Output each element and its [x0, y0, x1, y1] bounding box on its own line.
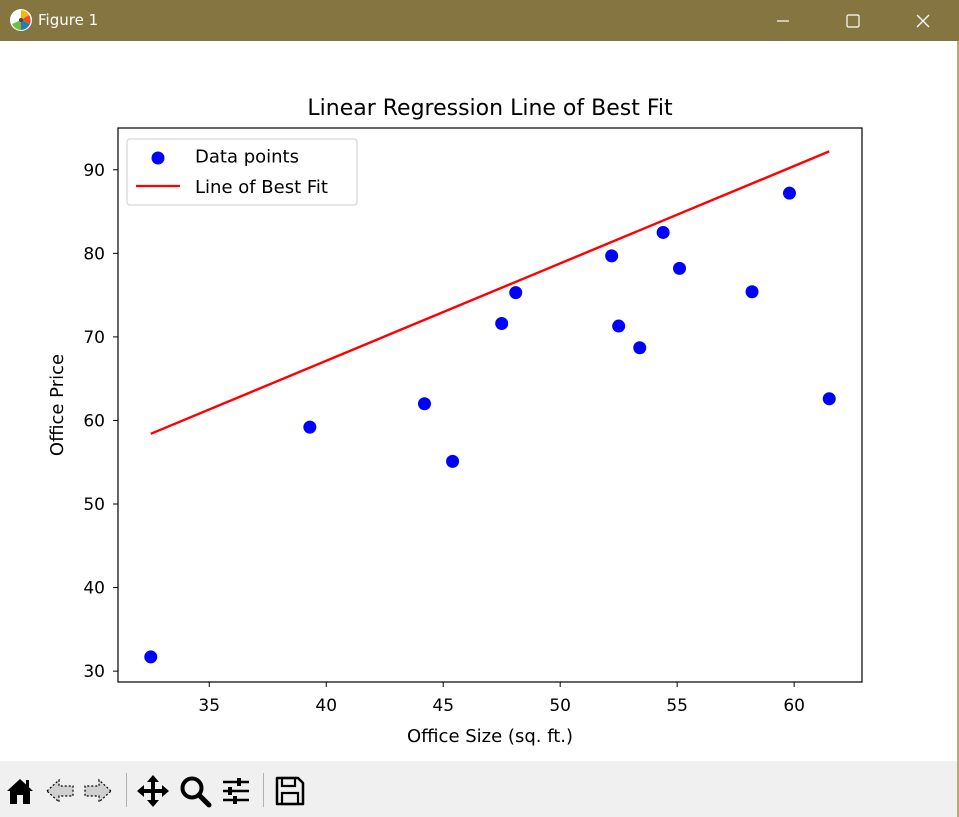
window-title: Figure 1 [38, 11, 99, 29]
x-tick-label: 55 [666, 696, 688, 716]
app-logo-icon [10, 9, 32, 31]
y-tick-label: 30 [83, 662, 105, 682]
configure-subplots-icon [223, 778, 249, 804]
data-point [446, 454, 460, 468]
data-point [417, 397, 431, 411]
configure-subplots-button[interactable] [218, 773, 254, 809]
data-point [144, 650, 158, 664]
best-fit-line [150, 150, 830, 435]
toolbar-separator [126, 773, 127, 807]
close-button[interactable] [888, 0, 958, 41]
pan-button[interactable] [135, 773, 171, 809]
home-button[interactable] [2, 773, 38, 809]
save-disk-icon [275, 776, 305, 806]
data-point [822, 392, 836, 406]
pan-move-icon [137, 775, 169, 807]
data-point [673, 261, 687, 275]
data-point [509, 286, 523, 300]
data-point [782, 186, 796, 200]
close-icon [916, 14, 930, 27]
toolbar-separator [263, 773, 264, 807]
x-tick-label: 45 [432, 696, 454, 716]
window-frame-edge [957, 41, 959, 817]
x-tick-label: 50 [549, 696, 571, 716]
plot-area-frame [117, 127, 863, 683]
legend-scatter-marker [151, 151, 165, 165]
zoom-magnifier-icon [180, 776, 212, 808]
maximize-button[interactable] [818, 0, 888, 41]
back-arrow-icon [46, 778, 74, 804]
x-tick-label: 35 [198, 696, 220, 716]
x-axis-label: Office Size (sq. ft.) [407, 726, 573, 747]
window-titlebar: Figure 1 [0, 0, 959, 41]
chart-title: Linear Regression Line of Best Fit [307, 96, 673, 121]
zoom-button[interactable] [177, 773, 213, 809]
figure-canvas[interactable]: 30 40 50 60 70 80 90 35 40 45 50 55 60 Linear Regre… [0, 41, 957, 761]
data-point [495, 317, 509, 331]
y-tick-label: 90 [83, 161, 105, 181]
minimize-button[interactable] [748, 0, 818, 41]
y-axis-label: Office Price [47, 354, 68, 456]
navigation-toolbar [0, 761, 957, 817]
y-tick-label: 50 [83, 495, 105, 515]
legend: Data points Line of Best Fit [126, 138, 358, 206]
data-point [612, 319, 626, 333]
legend-label-line-of-best-fit: Line of Best Fit [195, 177, 328, 198]
y-tick-label: 60 [83, 411, 105, 431]
x-tick-label: 40 [315, 696, 337, 716]
y-tick-label: 40 [83, 579, 105, 599]
maximize-icon [846, 13, 860, 28]
y-tick-label: 80 [83, 244, 105, 264]
back-button[interactable] [42, 773, 78, 809]
data-point [745, 285, 759, 299]
legend-label-data-points: Data points [195, 147, 299, 168]
data-point [303, 420, 317, 434]
forward-arrow-icon [84, 778, 112, 804]
minimize-icon [777, 19, 789, 22]
data-point [605, 249, 619, 263]
data-point [656, 225, 670, 239]
forward-button[interactable] [80, 773, 116, 809]
scatter-chart: 30 40 50 60 70 80 90 35 40 45 50 55 60 Linear Regre… [47, 96, 863, 747]
home-icon [7, 779, 33, 804]
y-tick-label: 70 [83, 328, 105, 348]
legend-box [126, 138, 358, 206]
data-point [633, 341, 647, 355]
x-tick-label: 60 [783, 696, 805, 716]
save-button[interactable] [272, 773, 308, 809]
